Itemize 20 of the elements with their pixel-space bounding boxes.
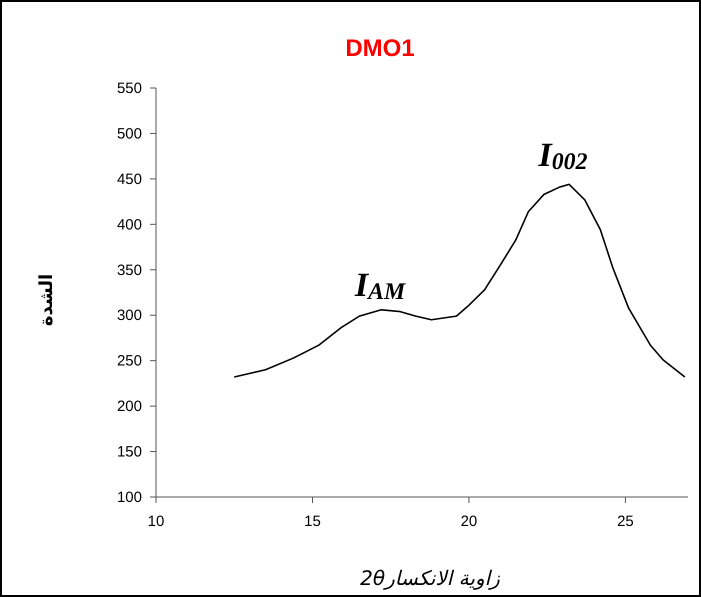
y-tick-label: 550	[116, 80, 142, 97]
y-tick-label: 250	[116, 352, 142, 370]
y-tick-label: 350	[116, 262, 142, 279]
y-tick-label: 500	[116, 125, 142, 142]
y-tick-label: 300	[116, 307, 142, 324]
annotation: I$_{AM}$	[354, 267, 406, 305]
y-tick-label: 200	[116, 398, 142, 416]
x-tick-label: 20	[460, 513, 478, 530]
y-tick-label: 150	[116, 444, 142, 461]
x-axis-title: زاوية الانكسار2θ	[360, 566, 500, 590]
y-axis-title: الشدة	[36, 274, 57, 326]
x-tick-label: 15	[304, 513, 321, 530]
line-series	[233, 184, 686, 378]
chart-title: DMO1	[345, 35, 415, 62]
y-tick-label: 450	[116, 170, 142, 188]
annotation: I$_{002}$	[538, 137, 588, 175]
x-tick-label: 10	[148, 513, 164, 530]
x-tick-label: 25	[617, 513, 634, 530]
y-tick-label: 400	[116, 216, 142, 234]
y-tick-label: 100	[116, 489, 142, 506]
